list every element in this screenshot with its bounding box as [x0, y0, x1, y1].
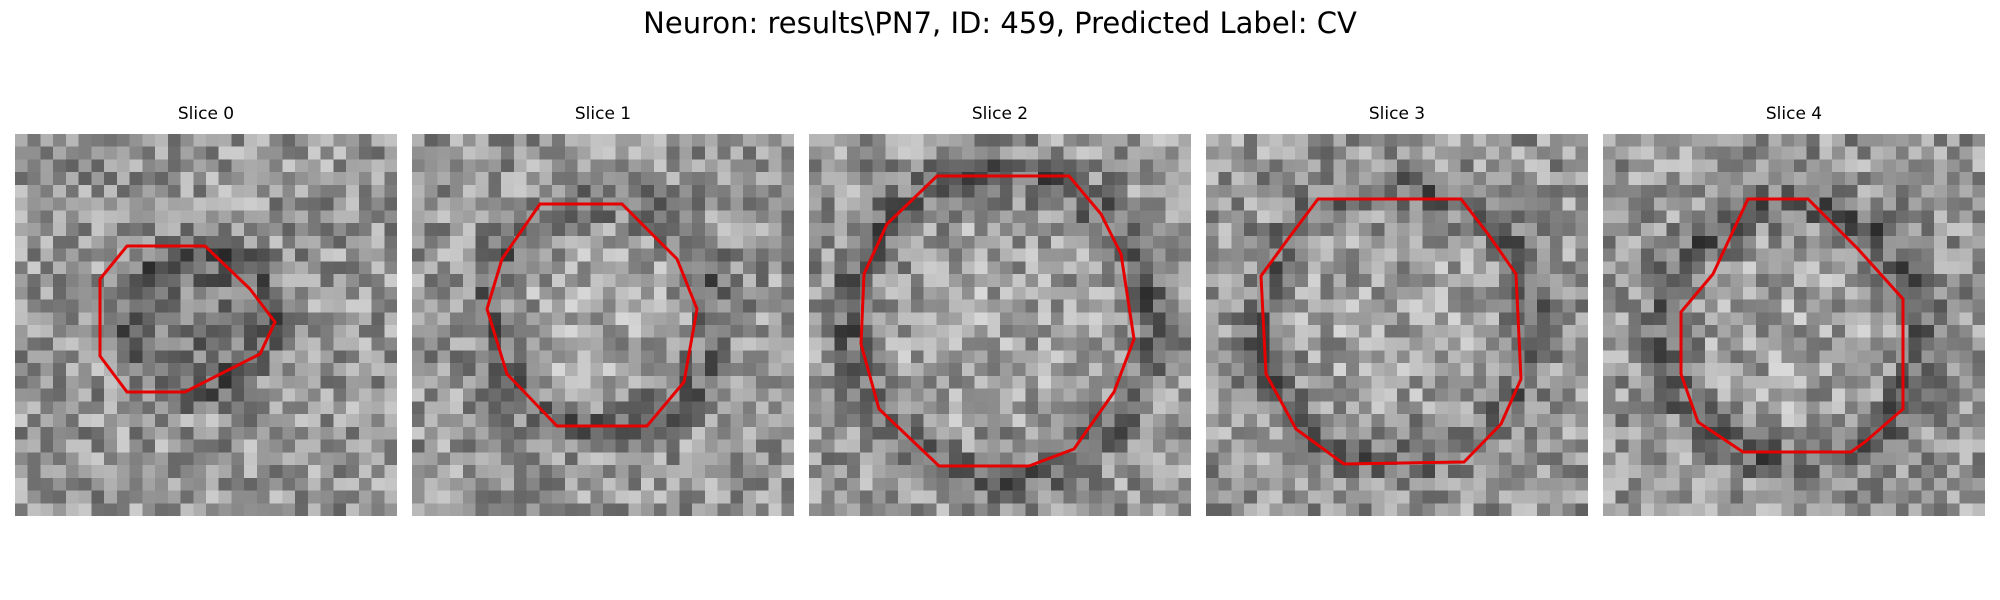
slice-title-4: Slice 4: [1603, 104, 1985, 126]
segmentation-contour: [1206, 134, 1588, 516]
slice-image-0: [15, 134, 397, 516]
slice-title-2: Slice 2: [809, 104, 1191, 126]
slice-panel-0: Slice 0: [15, 104, 397, 516]
segmentation-contour: [809, 134, 1191, 516]
figure-title: Neuron: results\PN7, ID: 459, Predicted …: [0, 8, 2000, 38]
slice-title-0: Slice 0: [15, 104, 397, 126]
slice-panel-4: Slice 4: [1603, 104, 1985, 516]
slice-panel-1: Slice 1: [412, 104, 794, 516]
slice-image-1: [412, 134, 794, 516]
slice-image-3: [1206, 134, 1588, 516]
slice-image-2: [809, 134, 1191, 516]
slice-title-1: Slice 1: [412, 104, 794, 126]
slice-panel-3: Slice 3: [1206, 104, 1588, 516]
slice-title-3: Slice 3: [1206, 104, 1588, 126]
segmentation-contour: [15, 134, 397, 516]
segmentation-contour: [412, 134, 794, 516]
slice-panel-2: Slice 2: [809, 104, 1191, 516]
slice-image-4: [1603, 134, 1985, 516]
segmentation-contour: [1603, 134, 1985, 516]
